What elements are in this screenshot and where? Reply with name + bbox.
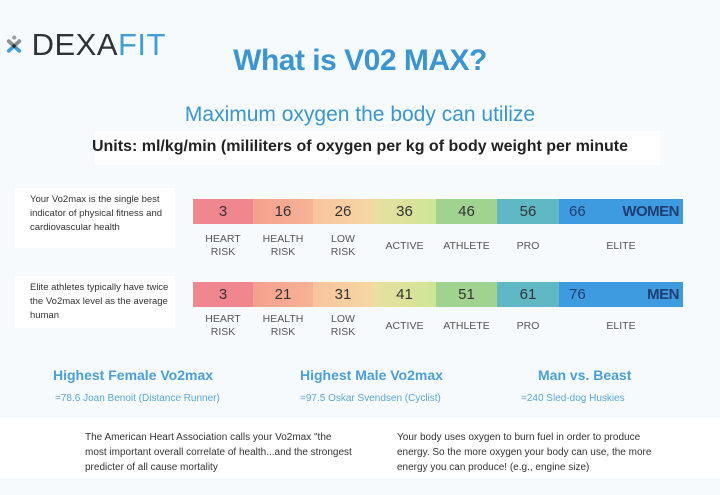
label-line: HEALTH: [262, 313, 304, 325]
label-low-risk: LOW RISK: [313, 312, 373, 340]
label-elite: ELITE: [606, 319, 636, 332]
women-scale-bar: 3 16 26 36 46 56 66 WOMEN: [193, 199, 683, 224]
stat-male-value: =97.5 Oskar Svendsen (Cyclist): [300, 393, 441, 404]
women-pro-value: 56: [497, 199, 559, 224]
label-active: ACTIVE: [385, 239, 424, 252]
label-line: RISK: [270, 246, 296, 258]
women-athlete-value: 46: [436, 199, 497, 224]
units-panel: [95, 131, 660, 165]
label-elite: ELITE: [606, 239, 636, 252]
women-active-value: 36: [373, 199, 436, 224]
footer-panel: [0, 418, 720, 478]
label-health-risk: HEALTH RISK: [253, 232, 313, 260]
label-line: HEART: [205, 233, 241, 245]
stat-male-title: Highest Male Vo2max: [300, 367, 443, 383]
men-note: Elite athletes typically have twice the …: [30, 282, 169, 321]
logo-text-fit: FIT: [118, 26, 166, 62]
label-athlete: ATHLETE: [443, 319, 490, 332]
label-pro: PRO: [516, 319, 540, 332]
label-line: LOW: [331, 313, 355, 325]
men-label: MEN: [647, 286, 679, 303]
women-label: WOMEN: [622, 203, 679, 220]
page-title: What is V02 MAX?: [233, 44, 487, 77]
women-note-panel: [15, 188, 175, 248]
women-low-risk-value: 26: [313, 199, 373, 224]
label-athlete: ATHLETE: [443, 239, 490, 252]
stat-female-title: Highest Female Vo2max: [53, 367, 214, 383]
label-line: RISK: [210, 246, 236, 258]
women-elite-value: 66: [569, 203, 586, 220]
logo-text-dexa: DEXA: [31, 26, 118, 62]
page-subtitle: Maximum oxygen the body can utilize: [184, 103, 536, 126]
label-line: HEART: [205, 313, 241, 325]
label-line: RISK: [330, 246, 356, 258]
label-line: RISK: [330, 326, 356, 338]
men-health-risk-value: 21: [253, 282, 313, 307]
label-line: HEALTH: [262, 233, 304, 245]
energy-quote: Your body uses oxygen to burn fuel in or…: [397, 432, 652, 473]
men-low-risk-value: 31: [313, 282, 373, 307]
aha-quote: The American Heart Association calls you…: [85, 432, 352, 473]
men-heart-risk-value: 3: [193, 282, 253, 307]
dexafit-logo: DEXAFIT: [6, 22, 166, 66]
men-note-panel: [15, 276, 175, 328]
stat-beast-title: Man vs. Beast: [538, 367, 632, 383]
women-elite-segment: 66 WOMEN: [559, 199, 683, 224]
label-line: RISK: [270, 326, 296, 338]
label-low-risk: LOW RISK: [313, 232, 373, 260]
label-heart-risk: HEART RISK: [193, 312, 253, 340]
men-elite-segment: 76 MEN: [559, 282, 683, 307]
men-active-value: 41: [373, 282, 436, 307]
women-heart-risk-value: 3: [193, 199, 253, 224]
label-active: ACTIVE: [385, 319, 424, 332]
men-elite-value: 76: [569, 286, 586, 303]
stat-female-value: =78.6 Joan Benoit (Distance Runner): [55, 393, 220, 404]
men-pro-value: 61: [497, 282, 559, 307]
logo-wordmark: DEXAFIT: [32, 29, 166, 60]
men-athlete-value: 51: [436, 282, 497, 307]
label-heart-risk: HEART RISK: [193, 232, 253, 260]
women-health-risk-value: 16: [253, 199, 313, 224]
women-category-labels: HEART RISK HEALTH RISK LOW RISK ACTIVE ATHL…: [193, 232, 683, 260]
label-line: LOW: [331, 233, 355, 245]
men-category-labels: HEART RISK HEALTH RISK LOW RISK ACTIVE ATHL…: [193, 312, 683, 340]
label-health-risk: HEALTH RISK: [253, 312, 313, 340]
women-note: Your Vo2max is the single best indicator…: [30, 194, 163, 233]
label-line: RISK: [210, 326, 236, 338]
dexafit-figure-icon: [6, 35, 22, 53]
stat-beast-value: =240 Sled-dog Huskies: [521, 393, 625, 404]
men-scale-bar: 3 21 31 41 51 61 76 MEN: [193, 282, 683, 307]
units-text: Units: ml/kg/min (mililiters of oxygen p…: [91, 138, 629, 155]
label-pro: PRO: [516, 239, 540, 252]
